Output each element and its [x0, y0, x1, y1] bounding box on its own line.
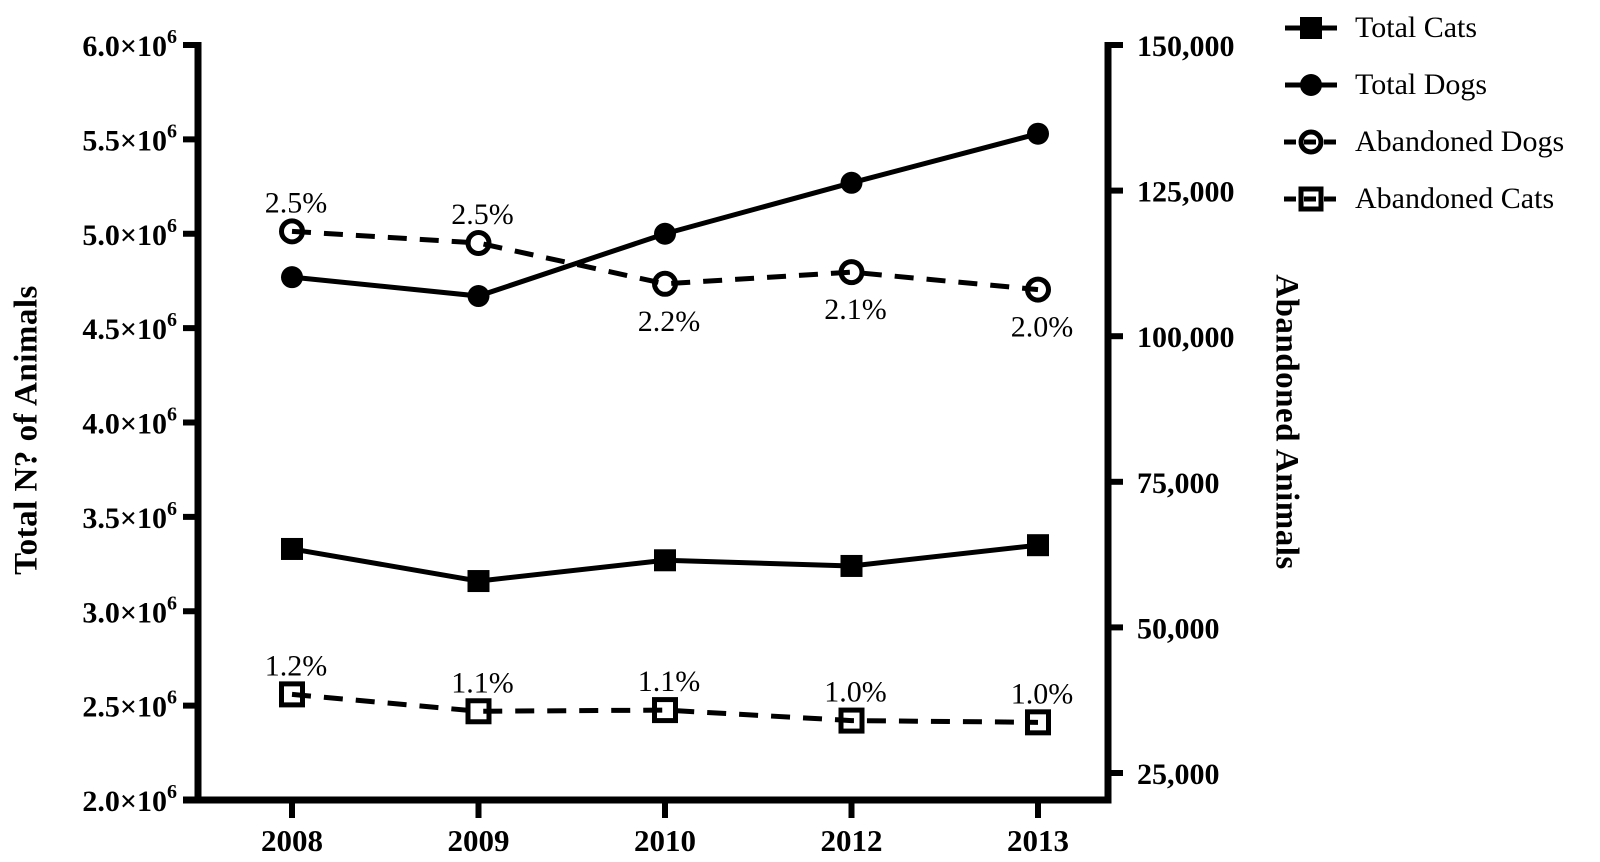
abandoned-cats-point-2008 — [279, 681, 305, 708]
x-axis-tick-label-2008: 2008 — [261, 823, 323, 858]
total-dogs-point-2010 — [654, 222, 676, 245]
left-axis-tick-label: 2.0×106 — [82, 781, 177, 818]
total-cats-point-2013 — [1027, 534, 1049, 557]
abandoned-dogs-point-2010 — [652, 270, 678, 297]
point-label-abandoned-dogs-2009: 2.5% — [451, 198, 514, 231]
left-axis-title: Total N? of Animals — [8, 285, 45, 575]
point-label-abandoned-dogs-2013: 2.0% — [1011, 311, 1074, 344]
right-axis-tick-label: 150,000 — [1137, 30, 1235, 63]
abandoned-cats-point-2009 — [465, 698, 492, 725]
filled-circle-marker-icon — [1285, 73, 1337, 96]
total-dogs-point-2008 — [281, 266, 303, 289]
legend: Total Cats Total Dogs Abandoned Dogs Aba… — [1284, 0, 1564, 227]
point-label-abandoned-dogs-2012: 2.1% — [824, 293, 887, 326]
abandoned-cats-point-2010 — [652, 697, 678, 724]
total-dogs-point-2009 — [467, 285, 490, 308]
abandoned-dogs-point-2009 — [465, 230, 492, 257]
filled-square-marker-icon — [1285, 16, 1337, 39]
total-dogs-point-2013 — [1027, 122, 1049, 145]
right-axis-tick-label: 100,000 — [1137, 321, 1235, 354]
right-axis-tick-label: 25,000 — [1137, 758, 1220, 791]
total-dogs-point-2012 — [840, 171, 863, 194]
left-axis-tick-label: 5.0×106 — [82, 215, 177, 252]
legend-label-abandoned-dogs: Abandoned Dogs — [1355, 124, 1565, 158]
x-axis-tick-label-2010: 2010 — [634, 823, 696, 858]
total-cats-point-2010 — [654, 549, 676, 572]
point-label-abandoned-dogs-2008: 2.5% — [265, 186, 328, 219]
point-label-abandoned-cats-2013: 1.0% — [1011, 677, 1074, 710]
abandoned-cats-point-2013 — [1025, 709, 1051, 736]
total-cats-point-2008 — [281, 537, 303, 560]
abandoned-cats-point-2012 — [838, 707, 865, 734]
legend-label-total-cats: Total Cats — [1355, 10, 1478, 44]
right-axis-tick-label: 125,000 — [1137, 176, 1235, 209]
legend-item-abandoned-cats: Abandoned Cats — [1284, 170, 1564, 227]
abandoned-dogs-point-2008 — [279, 218, 305, 245]
legend-item-total-dogs: Total Dogs — [1284, 56, 1564, 113]
total-cats-point-2009 — [467, 570, 490, 593]
abandoned-cats-line — [291, 691, 1039, 725]
legend-label-abandoned-cats: Abandoned Cats — [1355, 181, 1555, 215]
abandoned-dogs-point-2012 — [838, 259, 865, 286]
point-label-abandoned-cats-2008: 1.2% — [265, 649, 328, 682]
point-label-abandoned-cats-2012: 1.0% — [824, 676, 887, 709]
left-axis-tick-label: 2.5×106 — [82, 687, 177, 724]
point-label-abandoned-cats-2009: 1.1% — [451, 666, 514, 699]
abandoned-dogs-point-2013 — [1025, 276, 1051, 303]
x-axis-tick-label-2012: 2012 — [821, 823, 883, 858]
legend-item-abandoned-dogs: Abandoned Dogs — [1284, 113, 1564, 170]
left-axis-tick-label: 6.0×106 — [82, 26, 177, 63]
point-label-abandoned-cats-2010: 1.1% — [638, 665, 701, 698]
x-axis-tick-label-2013: 2013 — [1007, 823, 1069, 858]
x-axis-tick-label-2009: 2009 — [448, 823, 510, 858]
left-axis-tick-label: 3.0×106 — [82, 592, 177, 629]
right-axis-tick-label: 50,000 — [1137, 612, 1220, 645]
point-label-abandoned-dogs-2010: 2.2% — [638, 305, 701, 338]
left-axis-tick-label: 5.5×106 — [82, 120, 177, 157]
legend-item-total-cats: Total Cats — [1284, 0, 1564, 56]
open-circle-marker-icon — [1284, 129, 1338, 154]
right-axis-tick-label: 75,000 — [1137, 467, 1220, 500]
right-axis-title: Abandoned Animals — [1268, 274, 1305, 570]
open-square-marker-icon — [1284, 186, 1338, 211]
left-axis-tick-label: 4.5×106 — [82, 309, 177, 346]
left-axis-tick-label: 3.5×106 — [82, 498, 177, 535]
total-cats-point-2012 — [840, 554, 863, 577]
left-axis-tick-label: 4.0×106 — [82, 404, 177, 441]
legend-label-total-dogs: Total Dogs — [1355, 67, 1488, 101]
